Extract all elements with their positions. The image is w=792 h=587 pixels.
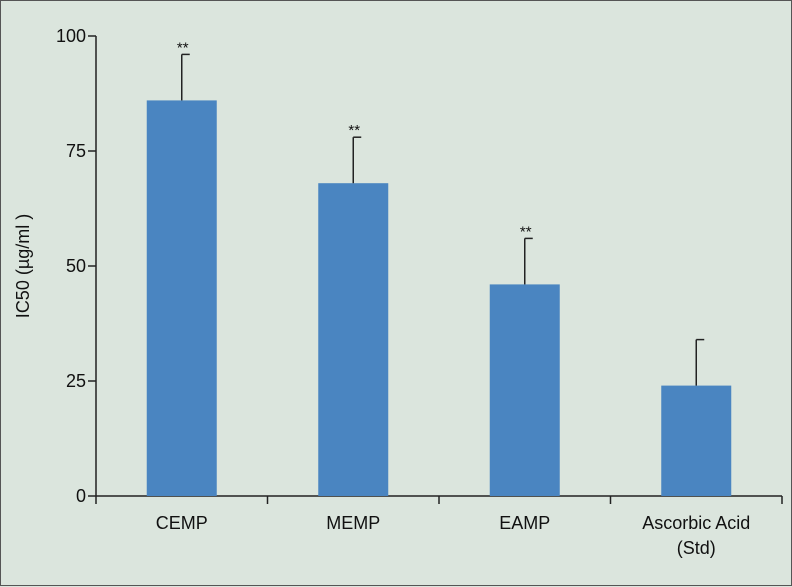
category-label: MEMP	[326, 513, 380, 533]
category-label: (Std)	[677, 538, 716, 558]
significance-mark: **	[520, 223, 532, 240]
category-label: CEMP	[156, 513, 208, 533]
category-label: EAMP	[499, 513, 550, 533]
bar	[146, 100, 217, 497]
significance-marks: ** ** **	[177, 39, 532, 240]
y-tick-label: 0	[76, 486, 86, 506]
category-label: Ascorbic Acid	[642, 513, 750, 533]
bar	[318, 183, 389, 496]
category-labels: CEMP MEMP EAMP Ascorbic Acid (Std)	[156, 513, 751, 558]
y-tick-label: 75	[66, 141, 86, 161]
bars	[146, 100, 732, 497]
significance-mark: **	[177, 39, 189, 56]
bar	[489, 284, 560, 496]
y-axis-title: IC50 (µg/ml )	[13, 214, 33, 318]
error-bars	[181, 53, 705, 386]
y-tick-label: 100	[56, 26, 86, 46]
y-tick-label: 25	[66, 371, 86, 391]
y-axis: 0 25 50 75 100	[56, 26, 97, 506]
significance-mark: **	[348, 122, 360, 139]
x-axis	[95, 495, 783, 504]
bar	[661, 385, 732, 496]
y-tick-label: 50	[66, 256, 86, 276]
